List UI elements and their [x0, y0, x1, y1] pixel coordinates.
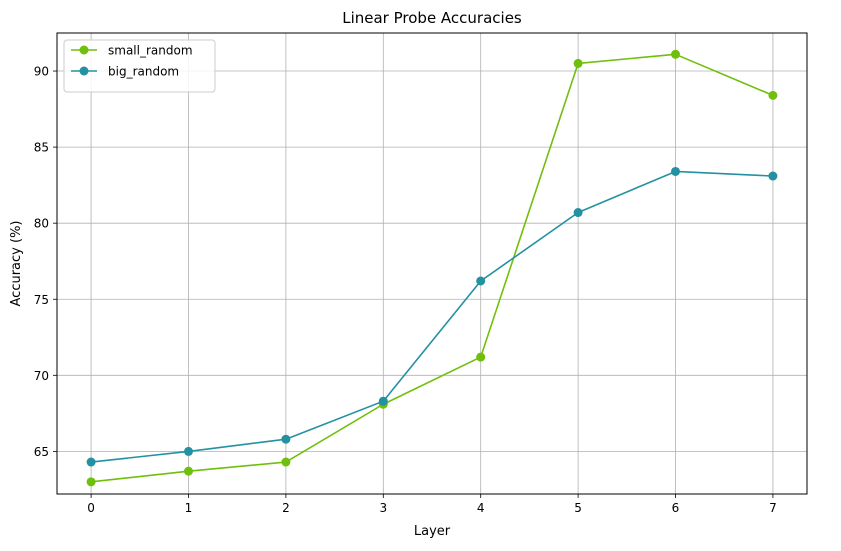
data-point-big_random	[378, 396, 388, 406]
x-tick-label: 6	[672, 501, 680, 515]
data-point-small_random	[476, 352, 486, 362]
x-tick-label: 0	[87, 501, 95, 515]
data-point-small_random	[573, 58, 583, 68]
legend-label: big_random	[108, 65, 179, 79]
legend-swatch-marker	[79, 45, 89, 55]
x-tick-label: 5	[574, 501, 582, 515]
y-tick-label: 75	[34, 293, 49, 307]
legend-swatch-marker	[79, 66, 89, 76]
x-tick-label: 3	[379, 501, 387, 515]
data-point-big_random	[86, 457, 96, 467]
y-tick-label: 85	[34, 141, 49, 155]
x-tick-label: 2	[282, 501, 290, 515]
x-axis-label: Layer	[414, 524, 451, 539]
x-tick-label: 7	[769, 501, 777, 515]
data-point-big_random	[671, 166, 681, 176]
data-point-big_random	[573, 208, 583, 218]
series-line-big_random	[91, 170, 773, 463]
data-point-small_random	[183, 466, 193, 476]
ticks: 0 1 2 3 4 5 6 7 65 70 75 80 85 90	[34, 65, 777, 515]
series-line-small_random	[91, 53, 774, 483]
data-point-big_random	[281, 434, 291, 444]
y-tick-label: 90	[34, 65, 49, 79]
legend-label: small_random	[108, 44, 193, 58]
data-point-big_random	[476, 276, 486, 286]
data-point-small_random	[671, 49, 681, 59]
x-tick-label: 1	[185, 501, 193, 515]
data-point-small_random	[768, 90, 778, 100]
data-point-small_random	[86, 477, 96, 487]
series-layer	[86, 49, 778, 487]
data-point-big_random	[768, 171, 778, 181]
y-axis-label: Accuracy (%)	[9, 221, 24, 307]
legend: small_random big_random	[63, 39, 216, 93]
y-tick-label: 80	[34, 217, 49, 231]
y-tick-label: 65	[34, 445, 49, 459]
legend-box	[63, 39, 216, 93]
data-point-small_random	[281, 457, 291, 467]
axes-frame	[56, 32, 808, 495]
chart-title: Linear Probe Accuracies	[342, 9, 522, 27]
data-point-big_random	[183, 446, 193, 456]
y-tick-label: 70	[34, 369, 49, 383]
x-tick-label: 4	[477, 501, 485, 515]
